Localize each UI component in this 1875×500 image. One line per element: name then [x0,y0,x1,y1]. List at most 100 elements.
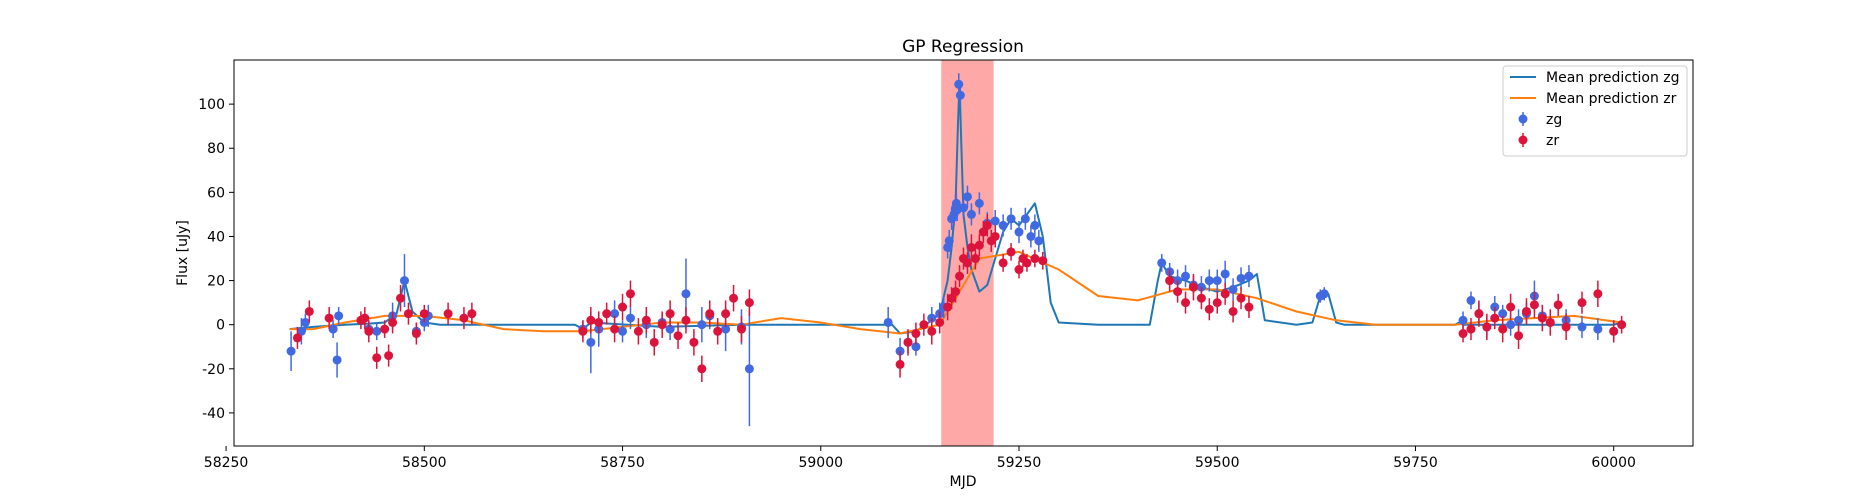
data-point [610,324,620,334]
data-point [744,364,754,374]
data-point [360,313,370,323]
data-point [610,309,620,319]
data-point [1466,324,1476,334]
y-tick-label: 0 [216,318,225,334]
data-point [744,298,754,308]
y-tick-label: 60 [207,185,225,201]
data-point [713,326,723,336]
data-point [1244,302,1254,312]
x-axis-label: MJD [950,474,977,490]
x-tick-label: 59000 [798,455,843,471]
data-point [396,293,406,303]
data-point [372,353,382,363]
data-point [578,326,588,336]
data-point [1220,269,1230,279]
legend-label: Mean prediction zr [1546,91,1677,107]
data-point [955,271,965,281]
data-point [419,309,429,319]
data-point [618,326,628,336]
data-point [641,315,651,325]
series-zr-points [292,214,1627,383]
data-point [911,329,921,339]
data-point [1038,256,1048,266]
data-point [959,203,968,213]
x-tick-label: 59500 [1195,455,1240,471]
data-point [903,337,913,347]
data-point [1490,313,1500,323]
data-point [388,317,398,327]
data-point [998,220,1008,230]
data-point [1506,302,1516,312]
data-point [459,313,469,323]
data-point [1458,329,1468,339]
chart-title: GP Regression [902,37,1024,57]
legend-label: zg [1546,112,1562,128]
data-point [697,320,707,330]
data-point [974,240,984,250]
data-point [1030,254,1040,264]
data-point [1506,320,1516,330]
data-point [895,359,905,369]
data-point [705,309,715,319]
data-point [292,333,302,343]
data-point [911,342,921,352]
data-point [721,309,731,319]
data-point [1319,289,1329,299]
data-point [665,324,675,334]
data-point [1236,273,1246,283]
data-point [990,216,1000,226]
legend-point-marker [1518,114,1528,124]
legend-label: zr [1546,133,1559,149]
data-point [689,337,699,347]
data-point [966,209,976,219]
data-point [586,315,596,325]
data-point [1228,306,1238,316]
data-point [943,302,953,312]
data-point [990,231,1000,241]
data-point [1006,247,1016,257]
data-point [1482,322,1492,332]
data-point [1014,227,1024,237]
data-point [962,192,972,202]
data-point [1609,326,1619,336]
data-point [1458,315,1468,325]
data-point [1593,324,1603,334]
data-point [1165,276,1175,286]
data-point [1593,289,1603,299]
data-point [927,326,937,336]
data-point [1537,313,1547,323]
data-point [324,313,334,323]
data-point [403,309,413,319]
data-point [633,326,643,336]
y-tick-label: -40 [202,406,225,422]
data-point [1212,276,1222,286]
y-tick-label: 80 [207,141,225,157]
x-tick-label: 58750 [600,455,645,471]
data-point [602,309,612,319]
data-point [334,311,344,321]
data-point [1577,298,1587,308]
data-point [1561,322,1571,332]
data-point [721,324,731,334]
data-point [1014,265,1024,275]
data-point [1157,258,1167,268]
x-tick-label: 58500 [402,455,447,471]
data-point [594,317,604,327]
data-point [1006,214,1016,224]
data-point [1196,293,1206,303]
x-tick-label: 58250 [204,455,249,471]
data-point [286,346,296,356]
data-point [586,337,596,347]
data-point [300,317,310,327]
data-point [1188,282,1198,292]
legend-label: Mean prediction zg [1546,70,1680,86]
data-point [1228,284,1238,294]
x-tick-label: 60000 [1591,455,1636,471]
data-point [657,320,667,330]
data-point [982,220,992,230]
data-point [364,326,374,336]
y-tick-label: 20 [207,274,225,290]
legend: Mean prediction zg Mean prediction zr zg zr [1502,65,1688,157]
data-point [1521,306,1531,316]
